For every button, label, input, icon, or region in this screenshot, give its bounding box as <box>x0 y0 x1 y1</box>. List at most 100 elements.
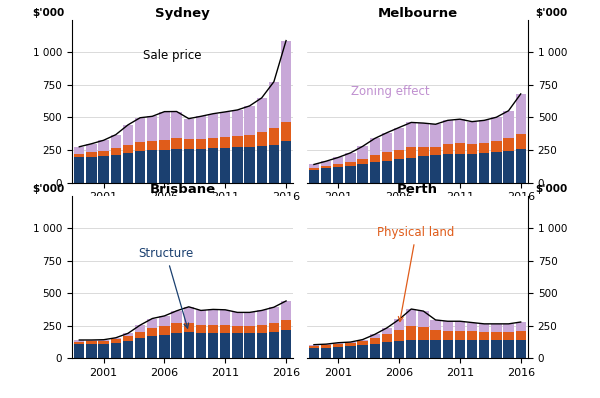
Bar <box>479 332 490 340</box>
Bar <box>443 321 453 331</box>
Bar <box>123 125 133 145</box>
Bar <box>269 144 279 183</box>
Bar <box>358 164 368 183</box>
Bar <box>184 332 194 358</box>
Bar <box>74 344 85 358</box>
Bar <box>321 168 331 183</box>
Bar <box>455 119 465 143</box>
Bar <box>455 154 465 183</box>
Bar <box>269 323 279 332</box>
Bar <box>321 161 331 166</box>
Bar <box>418 327 428 340</box>
Bar <box>281 301 291 320</box>
Bar <box>479 143 490 153</box>
Bar <box>123 336 133 341</box>
Bar <box>370 162 380 183</box>
Bar <box>358 159 368 164</box>
Bar <box>244 326 255 334</box>
Title: Brisbane: Brisbane <box>149 183 216 195</box>
Bar <box>418 156 428 183</box>
Bar <box>467 340 477 358</box>
Bar <box>467 122 477 144</box>
Bar <box>358 146 368 159</box>
Bar <box>479 340 490 358</box>
Bar <box>184 323 194 332</box>
Bar <box>309 346 319 348</box>
Bar <box>406 309 416 326</box>
Bar <box>159 140 170 150</box>
Bar <box>281 122 291 141</box>
Bar <box>74 157 85 183</box>
Bar <box>208 309 218 325</box>
Bar <box>491 340 502 358</box>
Title: Sydney: Sydney <box>155 7 210 20</box>
Bar <box>208 325 218 333</box>
Bar <box>382 152 392 161</box>
Bar <box>220 333 230 358</box>
Bar <box>467 144 477 154</box>
Bar <box>110 148 121 154</box>
Bar <box>184 139 194 149</box>
Bar <box>159 111 170 140</box>
Bar <box>333 344 343 347</box>
Bar <box>333 158 343 164</box>
Bar <box>110 338 121 339</box>
Bar <box>333 167 343 183</box>
Bar <box>406 147 416 158</box>
Bar <box>491 141 502 152</box>
Bar <box>74 341 85 344</box>
Bar <box>358 339 368 341</box>
Bar <box>321 166 331 168</box>
Text: Sale price: Sale price <box>143 49 202 62</box>
Title: Perth: Perth <box>397 183 438 195</box>
Bar <box>86 341 97 344</box>
Bar <box>443 340 453 358</box>
Text: Physical land: Physical land <box>377 226 455 322</box>
Bar <box>418 147 428 156</box>
Bar <box>135 118 145 142</box>
Bar <box>430 124 441 146</box>
Bar <box>515 340 526 358</box>
Bar <box>244 334 255 358</box>
Bar <box>382 328 392 334</box>
Bar <box>269 332 279 358</box>
Bar <box>184 149 194 183</box>
Bar <box>515 331 526 340</box>
Bar <box>358 341 368 345</box>
Bar <box>309 348 319 358</box>
Bar <box>370 343 380 358</box>
Text: Structure: Structure <box>139 248 194 328</box>
Bar <box>135 338 145 358</box>
Bar <box>135 325 145 332</box>
Bar <box>135 151 145 183</box>
Bar <box>98 341 109 343</box>
Bar <box>321 345 331 347</box>
Bar <box>269 82 279 128</box>
Bar <box>257 333 267 358</box>
Bar <box>257 146 267 183</box>
Bar <box>515 94 526 134</box>
Bar <box>98 140 109 151</box>
Bar <box>503 139 514 151</box>
Bar <box>515 134 526 149</box>
Bar <box>333 347 343 358</box>
Bar <box>309 168 319 170</box>
Bar <box>110 154 121 183</box>
Bar <box>418 123 428 147</box>
Bar <box>382 342 392 358</box>
Bar <box>491 152 502 183</box>
Bar <box>406 123 416 147</box>
Bar <box>345 343 356 346</box>
Bar <box>232 136 242 147</box>
Bar <box>208 148 218 183</box>
Bar <box>394 127 404 150</box>
Bar <box>172 138 182 149</box>
Bar <box>147 336 157 358</box>
Bar <box>159 150 170 183</box>
Bar <box>430 340 441 358</box>
Bar <box>123 334 133 336</box>
Bar <box>220 112 230 137</box>
Bar <box>333 343 343 344</box>
Bar <box>443 331 453 340</box>
Bar <box>382 161 392 183</box>
